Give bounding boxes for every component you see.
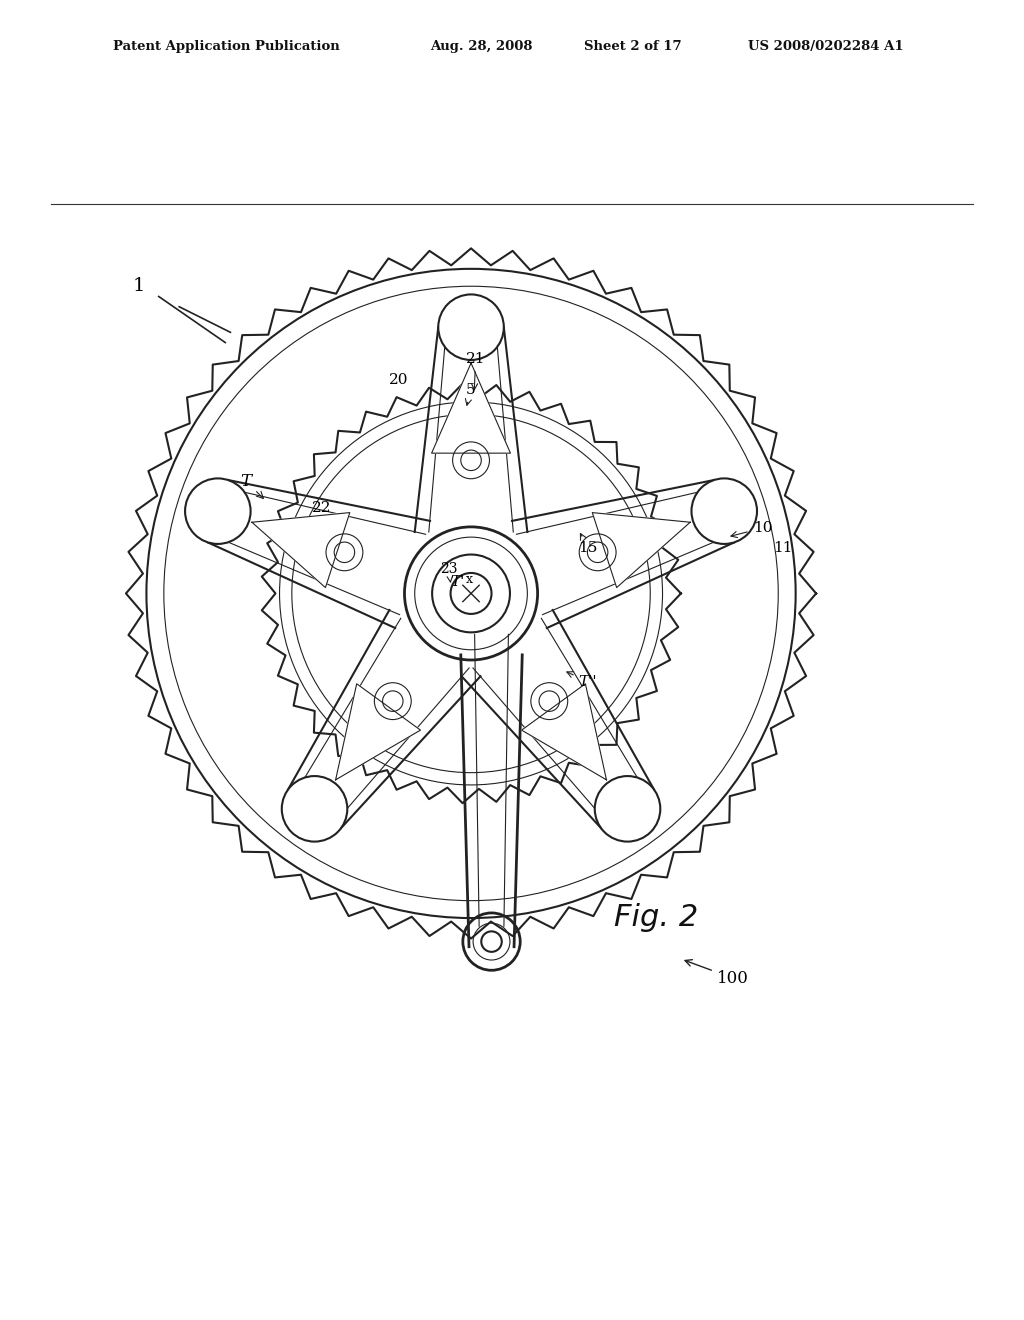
Polygon shape — [336, 684, 421, 780]
Circle shape — [282, 776, 347, 842]
Text: 10: 10 — [731, 521, 772, 537]
Text: 20: 20 — [389, 372, 409, 387]
Text: US 2008/0202284 A1: US 2008/0202284 A1 — [748, 40, 903, 53]
Circle shape — [451, 573, 492, 614]
Polygon shape — [252, 512, 350, 587]
Text: 100: 100 — [685, 960, 749, 986]
Circle shape — [438, 294, 504, 360]
Text: x: x — [466, 573, 473, 586]
Circle shape — [185, 478, 251, 544]
Polygon shape — [432, 363, 510, 453]
Text: Sheet 2 of 17: Sheet 2 of 17 — [584, 40, 681, 53]
Polygon shape — [521, 684, 606, 780]
Text: Patent Application Publication: Patent Application Publication — [113, 40, 339, 53]
Text: T: T — [241, 473, 263, 499]
Text: 23: 23 — [440, 562, 458, 582]
Text: 15: 15 — [579, 533, 598, 556]
Circle shape — [481, 932, 502, 952]
Text: T': T' — [451, 576, 465, 589]
Text: 22: 22 — [312, 500, 332, 515]
Text: Fig. 2: Fig. 2 — [614, 903, 698, 932]
Text: 5: 5 — [465, 383, 475, 405]
Text: 21: 21 — [466, 352, 485, 389]
Text: 1: 1 — [133, 277, 145, 296]
Text: Aug. 28, 2008: Aug. 28, 2008 — [430, 40, 532, 53]
Text: 11: 11 — [773, 541, 793, 556]
Circle shape — [691, 478, 757, 544]
Text: T'': T'' — [567, 672, 597, 689]
Circle shape — [595, 776, 660, 842]
Polygon shape — [592, 512, 690, 587]
